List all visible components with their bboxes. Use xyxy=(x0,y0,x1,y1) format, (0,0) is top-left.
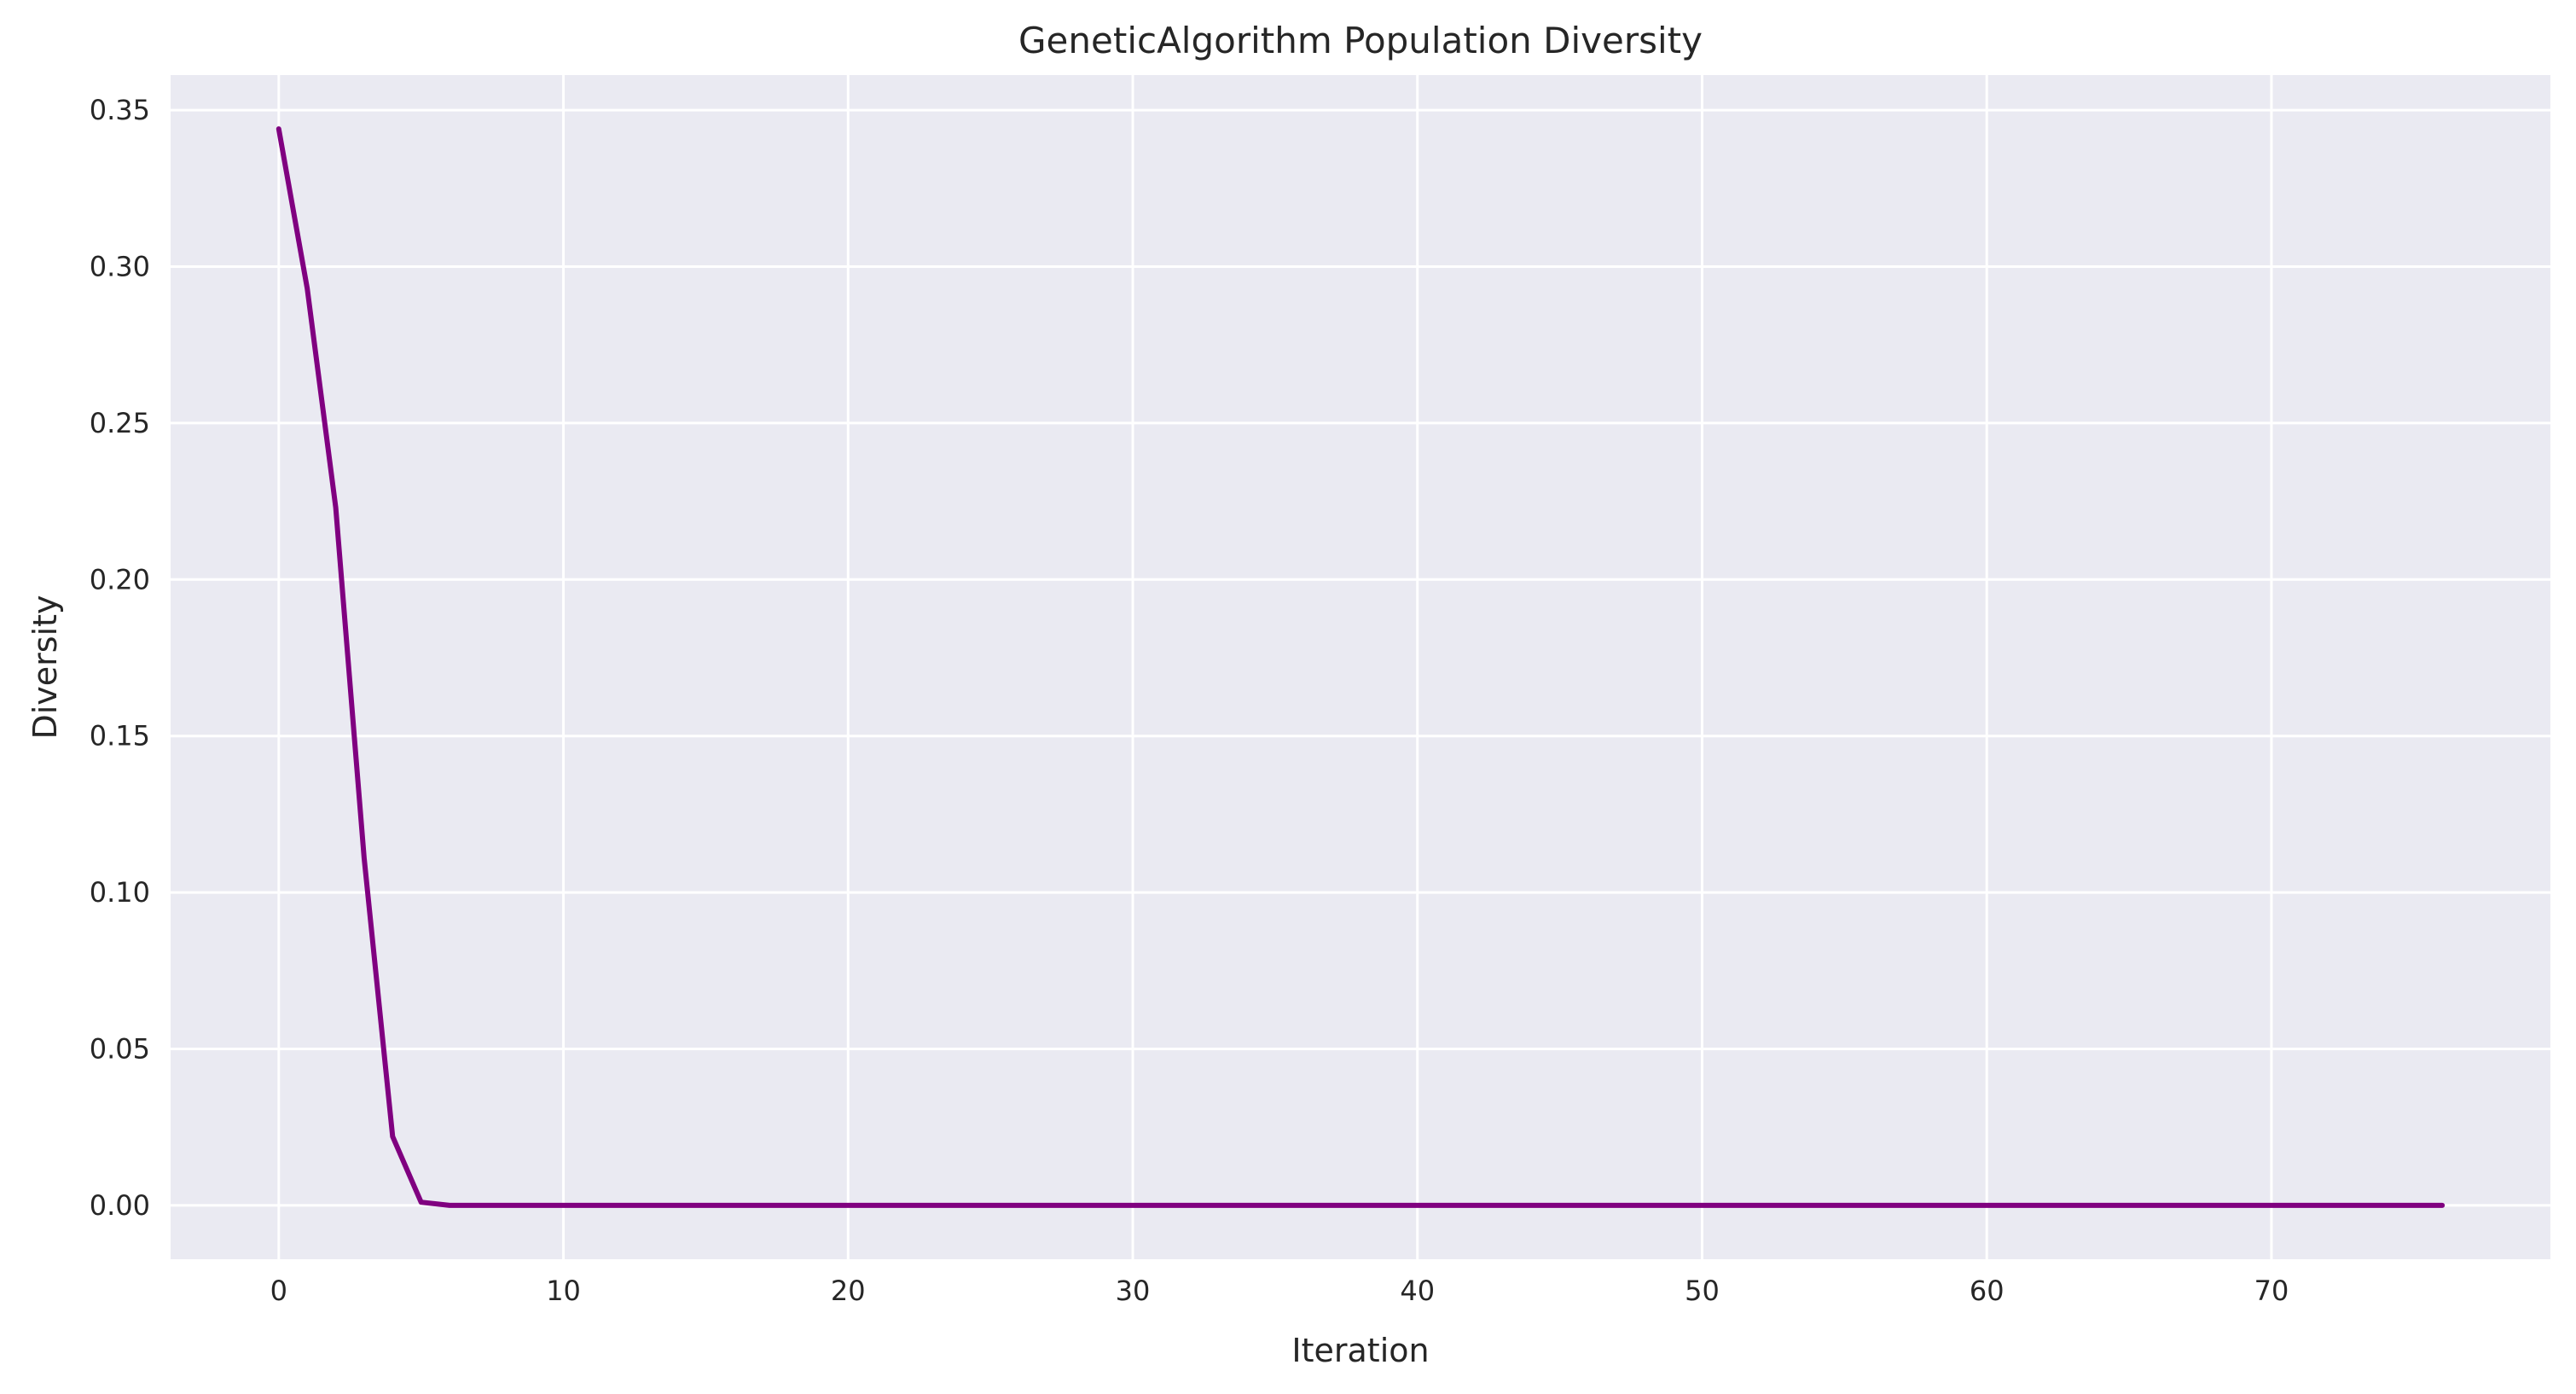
y-tick-labels: 0.00 0.05 0.10 0.15 0.20 0.25 0.30 0.35 xyxy=(90,94,150,1222)
y-tick-label: 0.15 xyxy=(90,720,150,752)
x-tick-label: 70 xyxy=(2254,1275,2289,1307)
diversity-series-line xyxy=(276,126,2445,1208)
y-tick-label: 0.05 xyxy=(90,1033,150,1066)
plot-background xyxy=(171,75,2550,1259)
x-tick-labels: 0 10 20 30 40 50 60 70 xyxy=(270,1275,2289,1307)
x-tick-label: 40 xyxy=(1400,1275,1435,1307)
y-tick-label: 0.10 xyxy=(90,876,150,909)
x-tick-label: 50 xyxy=(1685,1275,1720,1307)
y-tick-label: 0.00 xyxy=(90,1189,150,1222)
series-layer xyxy=(276,126,2445,1208)
y-tick-label: 0.20 xyxy=(90,563,150,595)
y-tick-label: 0.35 xyxy=(90,94,150,126)
x-tick-label: 30 xyxy=(1116,1275,1151,1307)
chart-title: GeneticAlgorithm Population Diversity xyxy=(1018,20,1703,61)
y-tick-label: 0.30 xyxy=(90,250,150,282)
x-grid xyxy=(277,75,2273,1259)
x-tick-label: 20 xyxy=(831,1275,866,1307)
y-axis-label: Diversity xyxy=(26,595,64,739)
x-tick-label: 0 xyxy=(270,1275,287,1307)
y-tick-label: 0.25 xyxy=(90,407,150,439)
x-tick-label: 60 xyxy=(1970,1275,2005,1307)
x-axis-label: Iteration xyxy=(1291,1332,1429,1369)
x-tick-label: 10 xyxy=(546,1275,581,1307)
